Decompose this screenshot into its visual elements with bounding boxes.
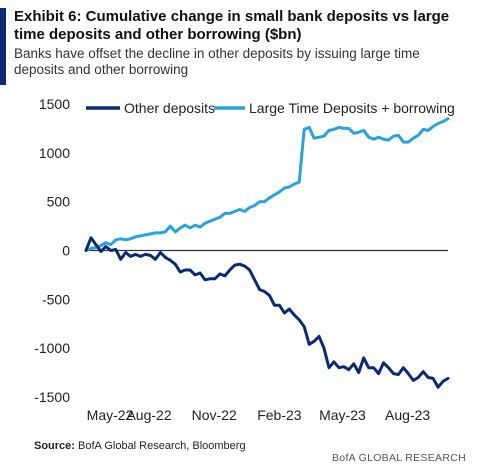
- y-tick-label: 1500: [39, 96, 70, 112]
- x-tick-label: May-22: [87, 407, 134, 423]
- source-note: Source: BofA Global Research, Bloomberg: [34, 440, 246, 452]
- legend: Other deposits Large Time Deposits + borr…: [86, 100, 455, 116]
- series-line-other-deposits: [84, 236, 450, 389]
- y-tick-label: -500: [42, 291, 70, 307]
- legend-label: Other deposits: [124, 100, 215, 116]
- y-tick-label: 0: [62, 243, 70, 259]
- y-tick-label: 500: [47, 194, 71, 210]
- y-axis: 1500 1000 500 0 -500 -1000 -1500: [34, 96, 70, 405]
- x-tick-label: Feb-23: [257, 407, 302, 423]
- y-tick-label: 1000: [39, 145, 70, 161]
- exhibit-subtitle: Banks have offset the decline in other d…: [14, 46, 420, 77]
- series-line-large-time-deposits: [84, 117, 450, 252]
- accent-bar: [0, 8, 6, 85]
- y-tick-label: -1500: [34, 389, 70, 405]
- x-tick-label: Aug-23: [385, 407, 430, 423]
- legend-other-deposits: Other deposits: [86, 100, 215, 116]
- x-tick-label: Nov-22: [192, 407, 237, 423]
- y-tick-label: -1000: [34, 340, 70, 356]
- source-label: Source:: [34, 440, 75, 452]
- series-lines: [84, 117, 450, 389]
- branding: BofA GLOBAL RESEARCH: [332, 452, 466, 464]
- exhibit-title: Exhibit 6: Cumulative change in small ba…: [14, 8, 450, 43]
- legend-large-time-deposits: Large Time Deposits + borrowing: [214, 100, 455, 116]
- legend-label: Large Time Deposits + borrowing: [249, 100, 455, 116]
- source-text: BofA Global Research, Bloomberg: [78, 440, 246, 452]
- x-tick-label: Aug-22: [126, 407, 171, 423]
- x-tick-label: May-23: [319, 407, 366, 423]
